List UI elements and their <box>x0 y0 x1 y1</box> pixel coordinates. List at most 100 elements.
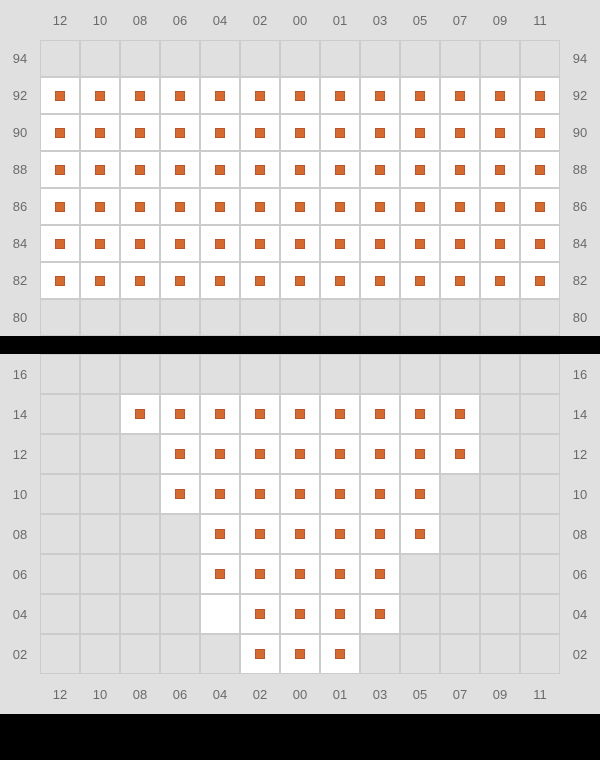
seat-cell[interactable] <box>360 114 400 151</box>
seat-cell[interactable] <box>320 594 360 634</box>
seat-cell[interactable] <box>320 262 360 299</box>
seat-cell[interactable] <box>280 151 320 188</box>
seat-cell[interactable] <box>200 394 240 434</box>
seat-cell[interactable] <box>80 114 120 151</box>
seat-cell[interactable] <box>320 434 360 474</box>
seat-cell[interactable] <box>240 262 280 299</box>
seat-cell[interactable] <box>320 474 360 514</box>
seat-cell[interactable] <box>160 114 200 151</box>
seat-cell[interactable] <box>400 225 440 262</box>
seat-cell[interactable] <box>440 394 480 434</box>
seat-cell[interactable] <box>480 151 520 188</box>
seat-cell[interactable] <box>280 554 320 594</box>
seat-cell[interactable] <box>200 474 240 514</box>
seat-cell[interactable] <box>480 225 520 262</box>
seat-cell[interactable] <box>120 188 160 225</box>
seat-cell[interactable] <box>200 554 240 594</box>
seat-cell[interactable] <box>400 151 440 188</box>
seat-cell[interactable] <box>200 594 240 634</box>
seat-cell[interactable] <box>360 514 400 554</box>
seat-cell[interactable] <box>520 225 560 262</box>
seat-cell[interactable] <box>120 151 160 188</box>
seat-cell[interactable] <box>80 151 120 188</box>
seat-cell[interactable] <box>320 394 360 434</box>
seat-cell[interactable] <box>240 151 280 188</box>
seat-cell[interactable] <box>440 188 480 225</box>
seat-cell[interactable] <box>200 151 240 188</box>
seat-cell[interactable] <box>80 77 120 114</box>
seat-cell[interactable] <box>280 474 320 514</box>
seat-cell[interactable] <box>280 634 320 674</box>
seat-cell[interactable] <box>360 262 400 299</box>
seat-cell[interactable] <box>400 262 440 299</box>
seat-cell[interactable] <box>240 594 280 634</box>
seat-cell[interactable] <box>320 151 360 188</box>
seat-cell[interactable] <box>440 225 480 262</box>
seat-cell[interactable] <box>280 514 320 554</box>
seat-cell[interactable] <box>320 634 360 674</box>
seat-cell[interactable] <box>440 262 480 299</box>
seat-cell[interactable] <box>520 262 560 299</box>
seat-cell[interactable] <box>280 594 320 634</box>
seat-cell[interactable] <box>360 554 400 594</box>
seat-cell[interactable] <box>240 514 280 554</box>
seat-cell[interactable] <box>40 262 80 299</box>
seat-cell[interactable] <box>360 151 400 188</box>
seat-cell[interactable] <box>400 434 440 474</box>
seat-cell[interactable] <box>520 151 560 188</box>
seat-cell[interactable] <box>240 225 280 262</box>
seat-cell[interactable] <box>320 225 360 262</box>
seat-cell[interactable] <box>280 262 320 299</box>
seat-cell[interactable] <box>280 225 320 262</box>
seat-cell[interactable] <box>520 188 560 225</box>
seat-cell[interactable] <box>520 114 560 151</box>
seat-cell[interactable] <box>200 514 240 554</box>
seat-cell[interactable] <box>240 77 280 114</box>
seat-cell[interactable] <box>40 151 80 188</box>
seat-cell[interactable] <box>320 188 360 225</box>
seat-cell[interactable] <box>280 77 320 114</box>
seat-cell[interactable] <box>280 114 320 151</box>
seat-cell[interactable] <box>120 225 160 262</box>
seat-cell[interactable] <box>160 151 200 188</box>
seat-cell[interactable] <box>160 77 200 114</box>
seat-cell[interactable] <box>200 188 240 225</box>
seat-cell[interactable] <box>200 114 240 151</box>
seat-cell[interactable] <box>320 554 360 594</box>
seat-cell[interactable] <box>400 188 440 225</box>
seat-cell[interactable] <box>40 188 80 225</box>
seat-cell[interactable] <box>240 434 280 474</box>
seat-cell[interactable] <box>200 262 240 299</box>
seat-cell[interactable] <box>480 114 520 151</box>
seat-cell[interactable] <box>520 77 560 114</box>
seat-cell[interactable] <box>400 114 440 151</box>
seat-cell[interactable] <box>40 225 80 262</box>
seat-cell[interactable] <box>240 474 280 514</box>
seat-cell[interactable] <box>280 188 320 225</box>
seat-cell[interactable] <box>440 151 480 188</box>
seat-cell[interactable] <box>120 394 160 434</box>
seat-cell[interactable] <box>240 188 280 225</box>
seat-cell[interactable] <box>360 474 400 514</box>
seat-cell[interactable] <box>40 77 80 114</box>
seat-cell[interactable] <box>360 188 400 225</box>
seat-cell[interactable] <box>120 114 160 151</box>
seat-cell[interactable] <box>440 114 480 151</box>
seat-cell[interactable] <box>160 225 200 262</box>
seat-cell[interactable] <box>480 188 520 225</box>
seat-cell[interactable] <box>120 77 160 114</box>
seat-cell[interactable] <box>240 554 280 594</box>
seat-cell[interactable] <box>120 262 160 299</box>
seat-cell[interactable] <box>280 434 320 474</box>
seat-cell[interactable] <box>320 114 360 151</box>
seat-cell[interactable] <box>400 394 440 434</box>
seat-cell[interactable] <box>280 394 320 434</box>
seat-cell[interactable] <box>200 434 240 474</box>
seat-cell[interactable] <box>440 434 480 474</box>
seat-cell[interactable] <box>400 474 440 514</box>
seat-cell[interactable] <box>360 394 400 434</box>
seat-cell[interactable] <box>360 77 400 114</box>
seat-cell[interactable] <box>80 188 120 225</box>
seat-cell[interactable] <box>240 114 280 151</box>
seat-cell[interactable] <box>160 474 200 514</box>
